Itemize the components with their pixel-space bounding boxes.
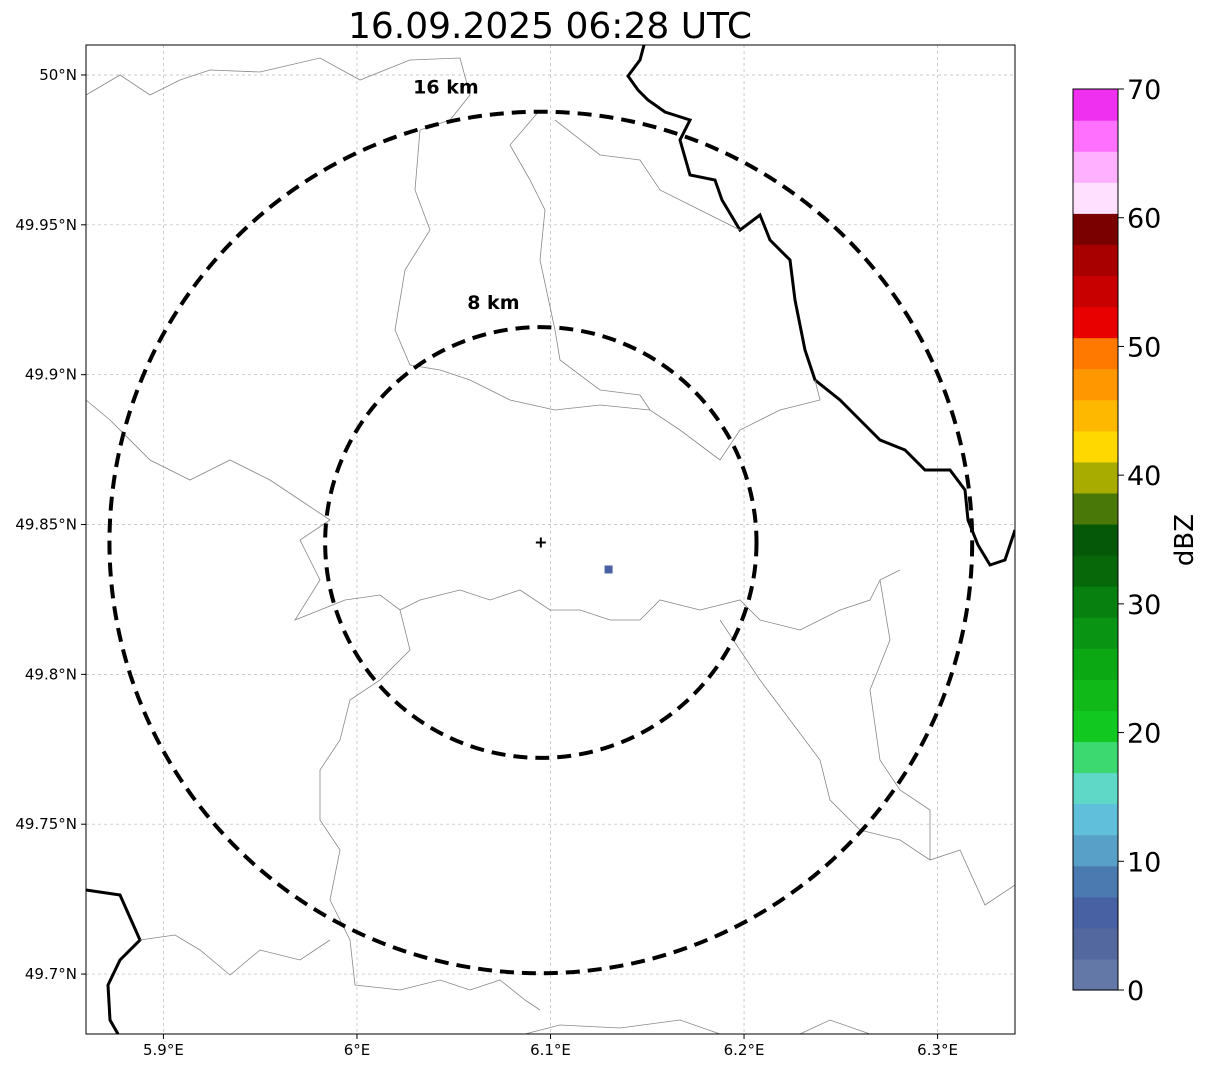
- province-boundary-5: [319, 609, 541, 1011]
- range-rings: 8 km 16 km: [107, 77, 975, 976]
- reflectivity-echoes: [604, 565, 613, 574]
- latitude-tick-label: 50°N: [39, 66, 77, 84]
- colorbar: 0 10 20 30 40 50 60 70 dBZ: [1072, 75, 1200, 1007]
- radar-site-icon: [535, 537, 546, 548]
- colorbar-swatch: [1073, 399, 1118, 432]
- lat-lon-gridlines: [86, 45, 1015, 1034]
- province-boundary-1: [86, 57, 821, 461]
- colorbar-swatch: [1073, 120, 1118, 152]
- latitude-tick-label: 49.8°N: [25, 665, 77, 683]
- colorbar-tick-label: 50: [1127, 332, 1161, 363]
- colorbar-swatch: [1073, 461, 1118, 494]
- longitude-tick-label: 6.3°E: [917, 1041, 958, 1059]
- colorbar-tick-label: 10: [1127, 847, 1161, 878]
- colorbar-swatch: [1073, 151, 1118, 183]
- colorbar-swatch: [1073, 710, 1118, 743]
- colorbar-label: dBZ: [1170, 514, 1200, 566]
- province-boundary-9: [524, 1019, 871, 1034]
- colorbar-swatch: [1073, 927, 1118, 960]
- range-ring-label: 16 km: [413, 77, 479, 99]
- province-boundary-7: [719, 619, 1015, 906]
- range-ring: [323, 325, 759, 760]
- colorbar-swatch: [1073, 368, 1118, 401]
- longitude-tick-label: 5.9°E: [143, 1041, 184, 1059]
- latitude-tick-label: 49.7°N: [25, 965, 77, 983]
- colorbar-swatch: [1073, 586, 1118, 618]
- colorbar-swatch: [1073, 803, 1118, 836]
- latitude-tick-label: 49.9°N: [25, 366, 77, 384]
- colorbar-swatch: [1073, 679, 1118, 711]
- colorbar-swatch: [1073, 958, 1118, 991]
- colorbar-swatch: [1073, 244, 1118, 277]
- longitude-tick-label: 6.2°E: [724, 1041, 765, 1059]
- radar-site-marker: [535, 537, 546, 548]
- figure-title: 16.09.2025 06:28 UTC: [348, 6, 752, 47]
- province-boundary-6: [139, 934, 331, 976]
- administrative-borders: [86, 45, 1015, 1034]
- colorbar-swatch: [1073, 430, 1118, 463]
- colorbar-tick-label: 20: [1127, 719, 1161, 750]
- range-ring: [107, 109, 975, 976]
- colorbar-swatch: [1073, 617, 1118, 649]
- colorbar-swatch: [1073, 896, 1118, 929]
- colorbar-swatch: [1073, 275, 1118, 308]
- longitude-tick-label: 6.1°E: [530, 1041, 571, 1059]
- colorbar-swatch: [1073, 648, 1118, 680]
- province-boundary-2: [509, 109, 651, 411]
- colorbar-swatch: [1073, 492, 1118, 525]
- province-boundary-3: [554, 119, 741, 231]
- latitude-tick-label: 49.95°N: [15, 216, 77, 234]
- colorbar-swatch: [1073, 523, 1118, 556]
- latitude-tick-label: 49.75°N: [15, 815, 77, 833]
- colorbar-swatch: [1073, 182, 1118, 214]
- colorbar-swatch: [1073, 555, 1118, 587]
- colorbar-ticks: 0 10 20 30 40 50 60 70: [1118, 75, 1161, 1007]
- longitude-tick-label: 6°E: [344, 1041, 371, 1059]
- colorbar-swatch: [1073, 306, 1118, 339]
- country-border-southwest: [86, 888, 142, 1034]
- colorbar-tick-label: 30: [1127, 590, 1161, 621]
- colorbar-swatch: [1073, 89, 1118, 121]
- echo-bin: [604, 565, 613, 574]
- colorbar-frame: [1072, 88, 1119, 991]
- province-boundary-4: [86, 399, 901, 631]
- colorbar-swatch: [1073, 741, 1118, 774]
- colorbar-swatch: [1073, 213, 1118, 245]
- latitude-ticks: 50°N 49.95°N 49.9°N 49.85°N 49.8°N 49.75°N 49.…: [15, 66, 86, 983]
- province-boundary-8: [869, 579, 931, 860]
- colorbar-swatch: [1073, 337, 1118, 370]
- colorbar-tick-label: 40: [1127, 461, 1161, 492]
- colorbar-tick-label: 0: [1127, 976, 1144, 1007]
- colorbar-tick-label: 60: [1127, 204, 1161, 235]
- colorbar-swatch: [1073, 834, 1118, 867]
- longitude-ticks: 5.9°E 6°E 6.1°E 6.2°E 6.3°E: [143, 1034, 958, 1059]
- range-ring-label: 8 km: [467, 292, 519, 314]
- colorbar-swatch: [1073, 772, 1118, 805]
- colorbar-swatches: [1073, 89, 1118, 991]
- colorbar-tick-label: 70: [1127, 75, 1161, 106]
- map-panel: 8 km 16 km 5.9°E 6°E 6.1°E 6.2°E 6.3°E 50°N 49…: [15, 44, 1016, 1059]
- latitude-tick-label: 49.85°N: [15, 516, 77, 534]
- colorbar-swatch: [1073, 865, 1118, 898]
- country-border-north: [626, 45, 1015, 567]
